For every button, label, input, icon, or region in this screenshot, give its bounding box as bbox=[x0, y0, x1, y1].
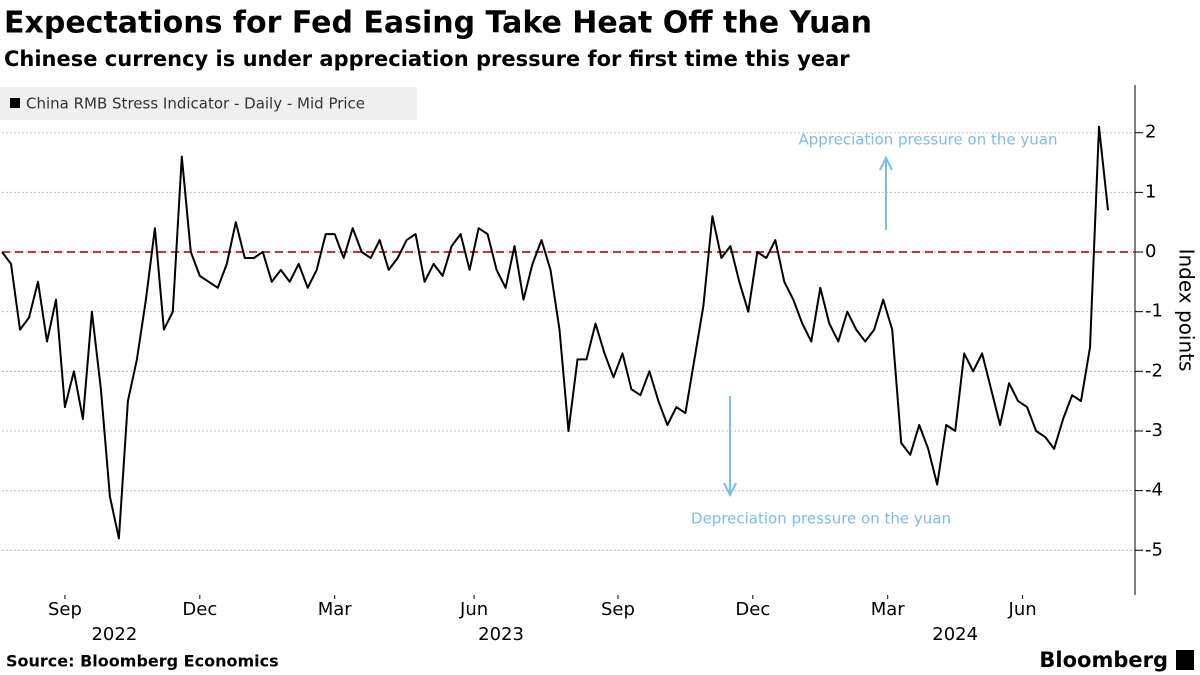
annotation: Appreciation pressure on the yuan bbox=[799, 131, 1058, 149]
brand: Bloomberg bbox=[1039, 648, 1168, 672]
y-tick-label: -5 bbox=[1145, 539, 1163, 560]
y-tick-label: -1 bbox=[1145, 301, 1163, 322]
source: Source: Bloomberg Economics bbox=[6, 652, 279, 671]
x-year-label: 2022 bbox=[91, 624, 137, 645]
x-tick-label: Mar bbox=[318, 599, 353, 620]
x-year-label: 2023 bbox=[478, 624, 524, 645]
y-tick-label: -3 bbox=[1145, 420, 1163, 441]
x-tick-label: Mar bbox=[871, 599, 906, 620]
x-tick-label: Sep bbox=[601, 599, 635, 620]
arrow bbox=[879, 155, 893, 230]
y-tick-label: 1 bbox=[1145, 181, 1156, 202]
y-tick-label: 0 bbox=[1145, 241, 1156, 262]
chart-title: Expectations for Fed Easing Take Heat Of… bbox=[4, 6, 872, 41]
y-axis-label: Index points bbox=[1175, 249, 1199, 372]
x-tick-label: Jun bbox=[1008, 599, 1037, 620]
x-year-label: 2024 bbox=[932, 624, 978, 645]
x-tick-label: Sep bbox=[48, 599, 82, 620]
x-tick-label: Dec bbox=[182, 599, 217, 620]
brand-icon bbox=[1176, 650, 1194, 670]
y-tick-label: -4 bbox=[1145, 480, 1163, 501]
legend-box bbox=[0, 87, 417, 120]
arrow bbox=[723, 396, 737, 498]
x-tick-label: Jun bbox=[459, 599, 488, 620]
annotation: Depreciation pressure on the yuan bbox=[691, 510, 951, 528]
legend-swatch bbox=[10, 98, 20, 108]
chart-subtitle: Chinese currency is under appreciation p… bbox=[4, 47, 850, 71]
line bbox=[1, 125, 1109, 540]
x-tick-label: Dec bbox=[735, 599, 770, 620]
legend-label: China RMB Stress Indicator - Daily - Mid… bbox=[26, 95, 365, 113]
y-tick-label: -2 bbox=[1145, 360, 1163, 381]
y-tick-label: 2 bbox=[1145, 122, 1156, 143]
